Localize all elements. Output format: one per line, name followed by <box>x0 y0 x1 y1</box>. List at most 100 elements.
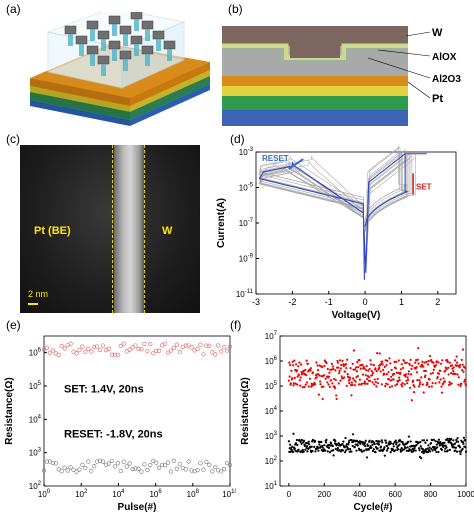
hrs-cycle-point <box>341 449 345 452</box>
lrs-cycle-point <box>459 384 462 388</box>
hrs-low-point <box>154 460 159 465</box>
lrs-cycle-point <box>434 364 438 367</box>
y-axis-label-e: Resistance(Ω) <box>4 377 15 445</box>
y-tick-label-f: 101 <box>265 481 278 491</box>
hrs-low-point <box>127 461 132 466</box>
hrs-cycle-point <box>394 449 397 452</box>
lrs-cycle-point <box>384 359 387 362</box>
lrs-cycle-point <box>425 360 428 364</box>
hrs-cycle-point <box>361 450 364 453</box>
hrs-low-point <box>165 460 171 465</box>
hrs-low-point <box>115 461 120 466</box>
lrs-high-point <box>186 343 191 348</box>
hrs-cycle-point <box>326 450 329 453</box>
hrs-cycle-point <box>305 441 308 445</box>
hrs-cycle-point <box>398 443 401 446</box>
lrs-cycle-point <box>320 374 323 378</box>
lrs-cycle-point <box>378 366 381 370</box>
lrs-cycle-point <box>356 360 359 364</box>
x-tick-label-d: -2 <box>288 297 296 307</box>
hrs-cycle-point <box>313 440 317 443</box>
x-tick-label-f: 1000 <box>457 490 474 499</box>
lrs-cycle-point <box>353 384 356 387</box>
lrs-cycle-point <box>378 352 381 355</box>
y-tick-label-d: 10-9 <box>239 254 254 264</box>
x-axis-label-f: Cycle(#) <box>354 502 393 513</box>
lrs-cycle-point <box>443 380 446 383</box>
lrs-cycle-point <box>388 357 391 360</box>
lrs-cycle-point <box>368 367 371 371</box>
lrs-cycle-point <box>455 364 458 367</box>
x-tick-label-e: 104 <box>112 489 125 499</box>
lrs-cycle-point <box>352 349 356 352</box>
iv-cycle-trace <box>259 153 409 280</box>
lrs-cycle-point <box>349 376 352 379</box>
lrs-cycle-point <box>463 378 466 381</box>
lrs-cycle-point <box>363 380 367 383</box>
lrs-cycle-point <box>343 376 346 379</box>
hrs-low-point <box>183 467 188 472</box>
hrs-cycle-point <box>302 439 306 442</box>
lrs-cycle-point <box>306 362 309 365</box>
lrs-cycle-point <box>405 361 408 364</box>
lrs-cycle-point <box>348 378 351 381</box>
hrs-cycle-point <box>454 446 457 449</box>
lrs-cycle-point <box>326 381 329 384</box>
y-axis-label-f: Resistance(Ω) <box>240 377 251 445</box>
lrs-cycle-point <box>423 369 426 373</box>
lrs-high-point <box>177 350 182 355</box>
hrs-cycle-point <box>379 445 383 448</box>
lrs-cycle-point <box>438 381 441 384</box>
hrs-cycle-point <box>347 441 350 444</box>
reset-annotation: RESET <box>262 154 289 163</box>
hrs-cycle-point <box>342 440 345 443</box>
hrs-cycle-point <box>293 447 296 450</box>
hrs-cycle-point <box>395 443 398 446</box>
hrs-cycle-point <box>316 446 320 450</box>
hrs-cycle-point <box>325 438 328 442</box>
hrs-cycle-point <box>413 447 416 450</box>
x-tick-label-e: 1010 <box>222 489 236 499</box>
lrs-cycle-point <box>430 358 433 362</box>
hrs-cycle-point <box>440 448 444 451</box>
y-tick-label-f: 105 <box>265 381 278 391</box>
y-tick-label-e: 103 <box>29 448 42 458</box>
y-tick-label-d: 10-7 <box>239 218 254 228</box>
hrs-cycle-point <box>412 449 416 452</box>
lrs-high-point <box>112 352 117 357</box>
lrs-cycle-point <box>309 367 312 370</box>
lrs-cycle-point <box>370 369 373 373</box>
lrs-cycle-point <box>305 374 308 377</box>
lrs-cycle-point <box>291 360 294 363</box>
hrs-cycle-point <box>349 447 352 451</box>
hrs-cycle-point <box>402 448 405 451</box>
hrs-cycle-point <box>459 452 462 456</box>
hrs-cycle-point <box>367 448 370 451</box>
hrs-cycle-point <box>399 448 402 451</box>
hrs-cycle-point <box>376 447 379 450</box>
hrs-cycle-point <box>324 449 327 452</box>
lrs-cycle-point <box>301 386 304 389</box>
hrs-low-point <box>210 469 215 474</box>
lrs-cycle-point <box>448 361 452 364</box>
hrs-low-point <box>89 469 94 474</box>
hrs-cycle-point <box>395 446 399 449</box>
lrs-cycle-point <box>294 382 297 385</box>
lrs-high-point <box>133 343 138 348</box>
lrs-cycle-point <box>412 391 416 394</box>
lrs-cycle-point <box>462 370 465 373</box>
hrs-low-point <box>139 469 144 474</box>
lrs-cycle-point <box>412 379 415 382</box>
lrs-cycle-point <box>354 368 357 371</box>
lrs-cycle-point <box>371 374 374 377</box>
hrs-low-point <box>157 465 162 470</box>
hrs-cycle-point <box>409 440 412 443</box>
lrs-cycle-point <box>460 358 463 362</box>
hrs-cycle-point <box>377 443 381 446</box>
hrs-cycle-point <box>419 441 422 444</box>
lrs-high-point <box>210 350 215 355</box>
lrs-cycle-point <box>338 359 342 362</box>
lrs-cycle-point <box>460 382 463 385</box>
lrs-cycle-point <box>404 375 407 378</box>
hrs-cycle-point <box>436 446 439 449</box>
